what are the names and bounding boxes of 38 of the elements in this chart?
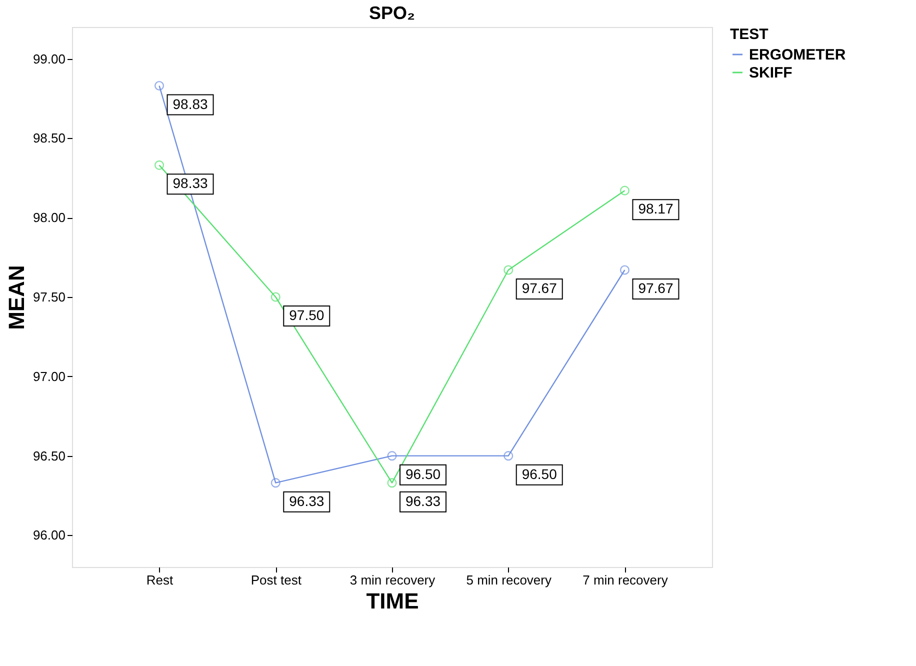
x-tick-label: 5 min recovery xyxy=(466,572,552,588)
point xyxy=(154,80,164,91)
x-tick-label: 3 min recovery xyxy=(350,572,436,588)
point xyxy=(270,478,280,488)
y-tick-label: 97.00 xyxy=(32,368,66,384)
data-label: 96.33 xyxy=(289,492,324,509)
data-label: 97.67 xyxy=(522,280,558,296)
data-label: 98.33 xyxy=(172,175,208,192)
point xyxy=(387,451,397,461)
point xyxy=(387,478,397,488)
y-tick-label: 97.50 xyxy=(32,290,66,304)
legend-label: ERGOMETER xyxy=(749,46,846,64)
chart-title: SPO₂ xyxy=(368,3,416,23)
point xyxy=(620,265,630,275)
y-tick-label: 98.00 xyxy=(32,210,66,226)
point xyxy=(504,451,514,461)
x-tick-label: 7 min recovery xyxy=(582,572,668,588)
legend-label: SKIFF xyxy=(749,64,792,82)
data-label: 97.67 xyxy=(638,280,674,296)
x-tick-label: Rest xyxy=(146,572,174,588)
data-label: 98.83 xyxy=(172,96,208,112)
y-tick-label: 99.00 xyxy=(32,51,66,66)
legend-title: TEST xyxy=(730,26,768,43)
data-label: 97.50 xyxy=(289,307,324,323)
point xyxy=(154,160,164,170)
y-tick-label: 96.50 xyxy=(32,448,66,464)
x-axis-title: TIME xyxy=(366,588,419,614)
x-tick-label: Post test xyxy=(250,572,302,588)
y-tick-label: 98.50 xyxy=(32,130,66,146)
point xyxy=(504,265,514,275)
y-tick-label: 96.00 xyxy=(32,528,66,543)
data-label: 96.50 xyxy=(522,466,558,482)
point xyxy=(620,186,630,196)
data-label: 96.50 xyxy=(405,466,441,482)
data-label: 96.33 xyxy=(405,492,441,509)
data-label: 98.17 xyxy=(638,200,674,217)
y-axis-title: MEAN xyxy=(4,265,29,330)
point xyxy=(270,292,280,302)
